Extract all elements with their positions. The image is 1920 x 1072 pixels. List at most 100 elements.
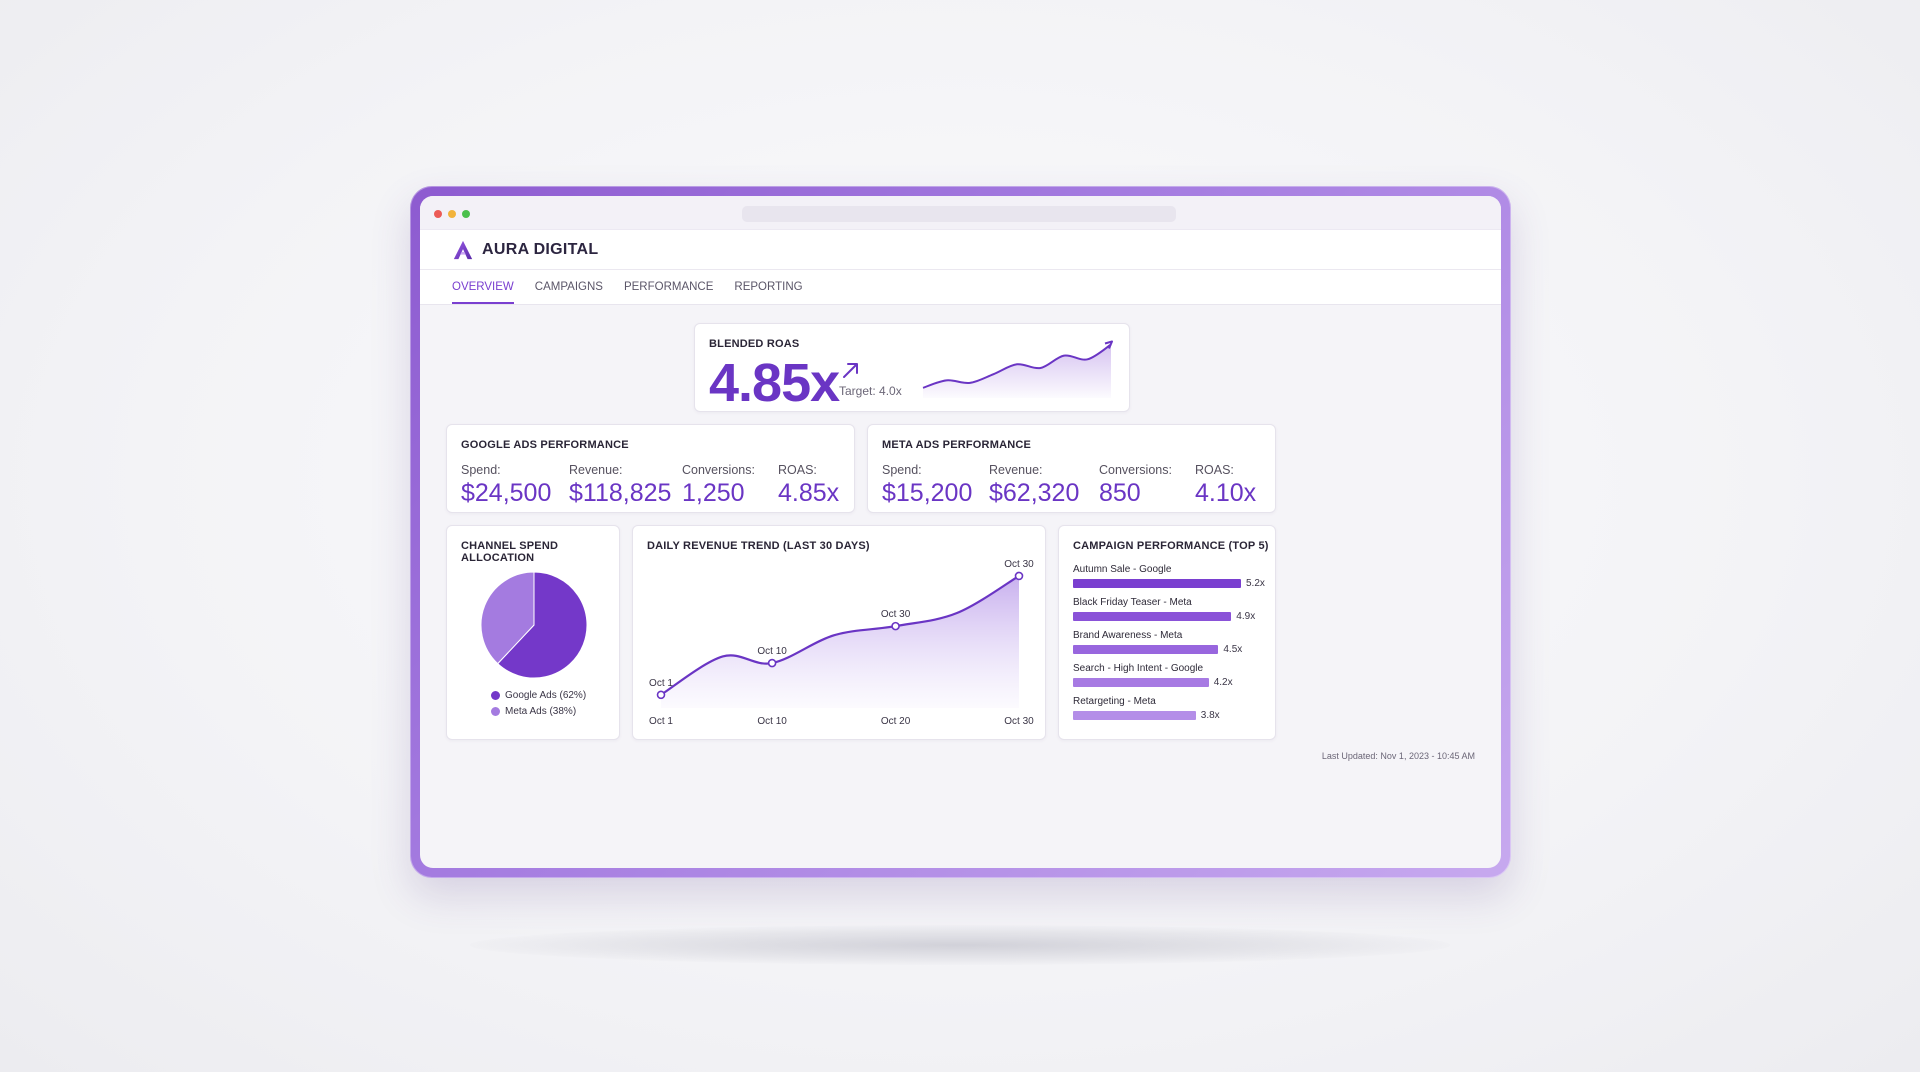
- legend-label: Meta Ads (38%): [505, 706, 577, 717]
- maximize-window-button[interactable]: [462, 210, 470, 218]
- sparkline-arrowhead: [1104, 340, 1113, 349]
- campaign-bar: [1073, 645, 1219, 654]
- brand-name: AURA DIGITAL: [482, 240, 599, 258]
- roas-value: 4.85x: [709, 353, 840, 413]
- tab-reporting[interactable]: REPORTING: [734, 281, 803, 293]
- metric-value: 1,250: [682, 479, 745, 507]
- metric-label: ROAS:: [778, 463, 817, 477]
- google-revenue-metric: Revenue: $118,825: [569, 463, 671, 508]
- campaign-name: Autumn Sale - Google: [1073, 564, 1172, 575]
- campaign-bar-label: 4.2x: [1213, 677, 1233, 688]
- trend-point: [656, 690, 666, 700]
- minimize-window-button[interactable]: [448, 210, 456, 218]
- legend-swatch: [491, 707, 500, 716]
- pie-slice-meta-ads: [481, 572, 535, 665]
- campaign-bar-label: 4.9x: [1236, 611, 1256, 622]
- last-updated: Last Updated: Nov 1, 2023 - 10:45 AM: [1321, 751, 1475, 761]
- revenue-trend-chart: Oct 1 Oct 10 Oct 30 Oct 30 Oct 1 Oct 10 Oct 20…: [649, 559, 1034, 727]
- metric-value: 850: [1099, 479, 1141, 507]
- trend-line: [660, 574, 1020, 696]
- campaign-bar: [1073, 678, 1209, 687]
- tab-overview[interactable]: OVERVIEW: [452, 281, 514, 304]
- trend-point-label: Oct 1: [649, 678, 673, 689]
- app-window: AURA DIGITAL OVERVIEW CAMPAIGNS PERFORMA…: [420, 196, 1501, 868]
- metric-value: $24,500: [461, 479, 552, 507]
- campaign-bar: [1073, 612, 1232, 621]
- arrow-up-right-icon: [843, 363, 858, 378]
- floor-shadow: [470, 925, 1450, 965]
- window-titlebar: [420, 196, 1501, 230]
- campaign-row: Brand Awareness - Meta 4.5x: [1073, 630, 1265, 663]
- metric-label: Spend:: [461, 463, 501, 477]
- trend-x-tick-label: Oct 30: [1004, 716, 1034, 727]
- google-conversions-metric: Conversions: 1,250: [682, 463, 755, 508]
- campaign-bar-label: 4.5x: [1223, 644, 1243, 655]
- window-controls: [434, 210, 470, 218]
- card-title: CHANNEL SPEND ALLOCATION: [461, 540, 559, 564]
- revenue-trend-card: DAILY REVENUE TREND (LAST 30 DAYS) Oct 1…: [632, 525, 1046, 740]
- meta-conversions-metric: Conversions: 850: [1099, 463, 1172, 508]
- legend-swatch: [491, 691, 500, 700]
- metric-label: Conversions:: [682, 463, 755, 477]
- legend-item-google: Google Ads (62%): [491, 690, 586, 701]
- campaign-name: Black Friday Teaser - Meta: [1073, 597, 1192, 608]
- card-title: CAMPAIGN PERFORMANCE (TOP 5): [1073, 540, 1269, 552]
- metric-value: $62,320: [989, 479, 1080, 507]
- metric-value: 4.85x: [778, 479, 840, 507]
- campaign-performance-card: CAMPAIGN PERFORMANCE (TOP 5) Autumn Sale…: [1058, 525, 1276, 740]
- trend-point: [1014, 571, 1024, 581]
- campaign-name: Brand Awareness - Meta: [1073, 630, 1183, 641]
- app-header: AURA DIGITAL: [420, 230, 1501, 270]
- legend-label: Google Ads (62%): [505, 690, 587, 701]
- google-ads-card: GOOGLE ADS PERFORMANCE Spend: $24,500 Re…: [446, 424, 855, 513]
- campaign-bar: [1073, 711, 1196, 720]
- pie-slice-google-ads: [497, 572, 587, 678]
- trend-point-label: Oct 30: [881, 609, 911, 620]
- google-roas-metric: ROAS: 4.85x: [778, 463, 839, 508]
- metric-label: Revenue:: [989, 463, 1043, 477]
- meta-revenue-metric: Revenue: $62,320: [989, 463, 1079, 508]
- trend-x-tick-label: Oct 20: [881, 716, 911, 727]
- card-title: DAILY REVENUE TREND (LAST 30 DAYS): [647, 540, 870, 552]
- card-title: BLENDED ROAS: [709, 338, 800, 350]
- metric-label: ROAS:: [1195, 463, 1234, 477]
- card-title: META ADS PERFORMANCE: [882, 439, 1032, 451]
- campaign-bar-row: 3.8x: [1073, 710, 1265, 721]
- meta-roas-metric: ROAS: 4.10x: [1195, 463, 1256, 508]
- campaign-row: Black Friday Teaser - Meta 4.9x: [1073, 597, 1265, 630]
- campaign-bar: [1073, 579, 1241, 588]
- spend-pie-chart: [481, 572, 587, 678]
- campaign-name: Retargeting - Meta: [1073, 696, 1156, 707]
- sparkline-line: [922, 343, 1112, 389]
- campaign-row: Retargeting - Meta 3.8x: [1073, 696, 1265, 729]
- main-nav: OVERVIEW CAMPAIGNS PERFORMANCE REPORTING: [420, 270, 1501, 305]
- tab-campaigns[interactable]: CAMPAIGNS: [534, 281, 603, 293]
- campaign-bar-row: 4.2x: [1073, 677, 1265, 688]
- metric-label: Conversions:: [1099, 463, 1172, 477]
- metric-value: $15,200: [882, 479, 973, 507]
- close-window-button[interactable]: [434, 210, 442, 218]
- roas-target: Target: 4.0x: [839, 384, 902, 398]
- metric-label: Spend:: [882, 463, 922, 477]
- campaign-list: Autumn Sale - Google 5.2x Black Friday Tea…: [1073, 564, 1265, 729]
- campaign-bar-label: 3.8x: [1200, 710, 1220, 721]
- legend-item-meta: Meta Ads (38%): [491, 706, 586, 717]
- trend-point: [767, 658, 777, 668]
- campaign-row: Autumn Sale - Google 5.2x: [1073, 564, 1265, 597]
- roas-sparkline: [922, 340, 1113, 398]
- address-bar[interactable]: [742, 206, 1176, 222]
- sparkline-area: [923, 344, 1111, 398]
- card-title: GOOGLE ADS PERFORMANCE: [461, 439, 629, 451]
- campaign-name: Search - High Intent - Google: [1073, 663, 1204, 674]
- channel-spend-card: CHANNEL SPEND ALLOCATION Google Ads (62%…: [446, 525, 620, 740]
- campaign-bar-row: 4.5x: [1073, 644, 1265, 655]
- tab-performance[interactable]: PERFORMANCE: [623, 281, 714, 293]
- google-spend-metric: Spend: $24,500: [461, 463, 551, 508]
- metric-value: $118,825: [569, 479, 672, 507]
- trend-x-tick-label: Oct 1: [649, 716, 673, 727]
- trend-point-label: Oct 30: [1004, 559, 1034, 570]
- pie-legend: Google Ads (62%) Meta Ads (38%): [491, 690, 586, 722]
- trend-point-label: Oct 10: [757, 646, 787, 657]
- aura-logo-icon: [453, 240, 473, 259]
- trend-point: [891, 621, 900, 631]
